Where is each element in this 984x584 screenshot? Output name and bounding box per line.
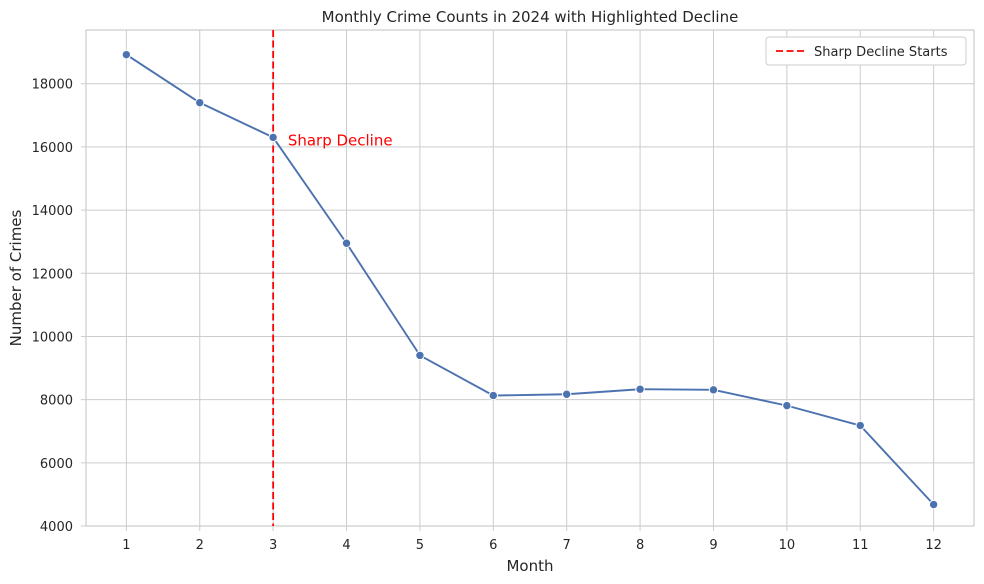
data-point <box>635 384 645 394</box>
x-tick-label: 9 <box>709 538 717 553</box>
legend-box <box>765 36 967 66</box>
x-tick-label: 7 <box>563 538 571 553</box>
data-point <box>121 49 132 60</box>
legend-label: Sharp Decline Starts <box>814 45 948 60</box>
data-point <box>415 350 425 361</box>
x-tick-label: 4 <box>342 538 350 553</box>
data-point <box>195 97 205 108</box>
x-tick-label: 12 <box>925 538 942 553</box>
x-tick-label: 3 <box>269 538 277 553</box>
decline-annotation: Sharp Decline <box>288 131 393 149</box>
y-tick-label: 8000 <box>40 394 73 409</box>
x-axis-title: Month <box>506 557 553 575</box>
y-tick-label: 14000 <box>32 204 73 219</box>
x-tick-label: 10 <box>779 538 796 553</box>
annotation-layer: Sharp Decline <box>288 131 393 149</box>
data-point <box>928 499 939 510</box>
y-tick-label: 10000 <box>32 330 73 345</box>
y-tick-label: 12000 <box>32 267 73 282</box>
data-point <box>708 385 719 395</box>
axes: 1 2 3 4 5 6 7 8 9 10 11 124000600080001000012000140… <box>32 29 975 553</box>
y-tick-label: 4000 <box>40 520 73 535</box>
data-point <box>488 390 499 401</box>
x-tick-label: 2 <box>196 538 204 553</box>
x-tick-label: 8 <box>636 538 644 553</box>
chart-title: Monthly Crime Counts in 2024 with Highli… <box>322 8 739 26</box>
series-layer <box>121 49 939 510</box>
x-tick-label: 6 <box>489 538 497 553</box>
y-axis-title: Number of Crimes <box>7 209 25 346</box>
y-tick-label: 16000 <box>32 141 73 156</box>
legend: Sharp Decline Starts <box>765 36 967 66</box>
data-point <box>268 132 278 143</box>
data-point <box>855 420 865 431</box>
plot-frame <box>85 29 975 527</box>
y-tick-label: 6000 <box>40 457 73 472</box>
data-point <box>561 389 572 399</box>
x-tick-label: 1 <box>122 538 130 553</box>
data-point <box>782 400 792 411</box>
series-line <box>125 53 935 506</box>
x-tick-label: 11 <box>852 538 869 553</box>
y-tick-label: 18000 <box>32 78 73 93</box>
data-point <box>341 238 352 248</box>
x-tick-label: 5 <box>416 538 424 553</box>
